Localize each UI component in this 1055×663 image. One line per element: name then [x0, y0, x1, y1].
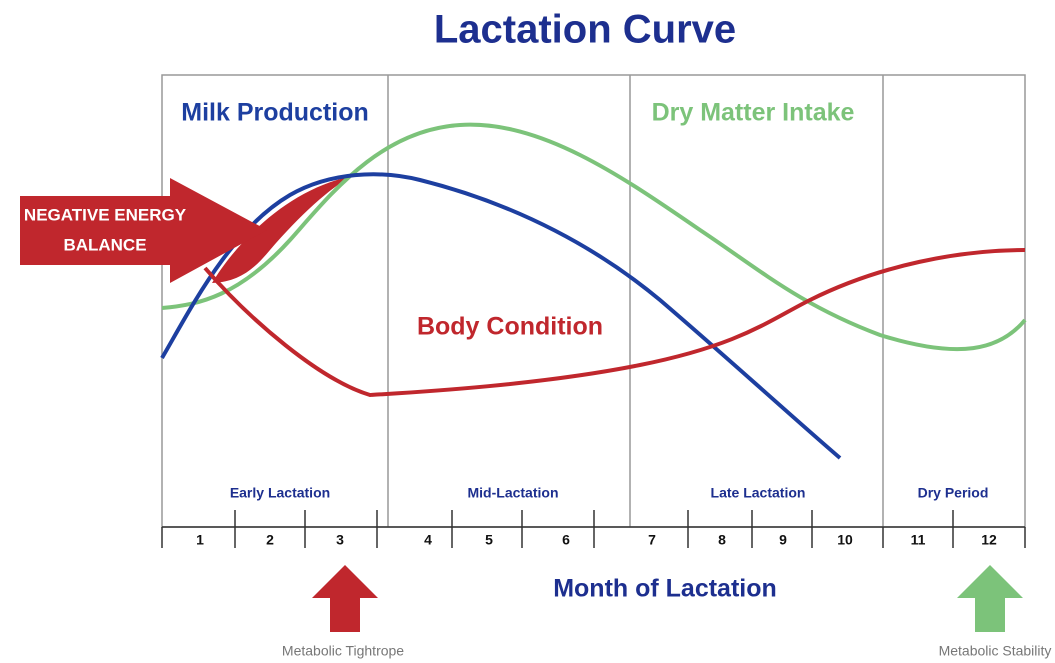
month-label: 10 [837, 532, 853, 548]
phase-label: Dry Period [918, 485, 989, 501]
curve-label: Body Condition [417, 313, 603, 341]
month-label: 3 [336, 532, 344, 548]
month-label: 7 [648, 532, 656, 548]
month-ticks [161, 510, 1026, 548]
title: Lactation Curve [434, 8, 736, 52]
axis-label: Month of Lactation [553, 575, 777, 603]
phase-label: Late Lactation [711, 485, 806, 501]
month-label: 1 [196, 532, 204, 548]
month-label: 6 [562, 532, 570, 548]
marker-label: Metabolic Stability [939, 643, 1052, 659]
callout-text: NEGATIVE ENERGY [24, 205, 187, 224]
dividers [387, 75, 884, 527]
month-label: 4 [424, 532, 432, 548]
curve-label: Milk Production [181, 99, 369, 127]
callout-arrow [20, 178, 267, 283]
phase-label: Mid-Lactation [468, 485, 559, 501]
phase-label: Early Lactation [230, 485, 330, 501]
marker-label: Metabolic Tightrope [282, 643, 404, 659]
month-labels: 1 2 3 4 5 6 7 8 9 10 11 12 [196, 532, 997, 548]
month-label: 5 [485, 532, 493, 548]
curve-label: Dry Matter Intake [652, 99, 855, 127]
month-label: 2 [266, 532, 274, 548]
month-label: 8 [718, 532, 726, 548]
marker-arrow [957, 565, 1023, 632]
plot-frame [161, 74, 1026, 528]
body-curve [203, 248, 1026, 398]
marker-arrow [312, 565, 378, 632]
month-label: 12 [981, 532, 997, 548]
month-label: 9 [779, 532, 787, 548]
dmi-curve [161, 122, 1027, 352]
callout-text: BALANCE [63, 235, 146, 254]
deficit-area [212, 176, 352, 283]
month-label: 11 [911, 532, 926, 548]
